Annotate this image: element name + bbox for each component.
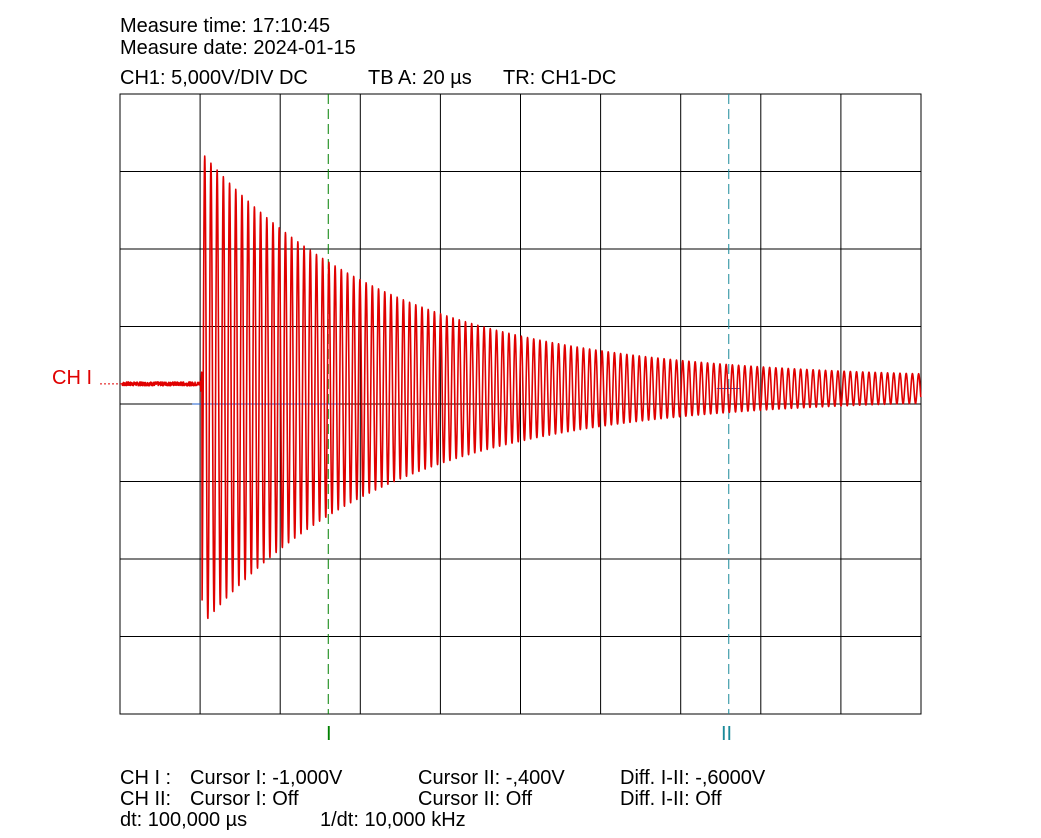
- readout-inv-dt: 1/dt: 10,000 kHz: [320, 809, 466, 831]
- waveform-trace-ch1: [121, 155, 922, 620]
- readout-ch1-label: CH I :: [120, 767, 172, 789]
- cursor-2-label: II: [721, 723, 733, 745]
- readout-ch1-cursor1: Cursor I: -1,000V: [190, 767, 343, 789]
- ch1-setting-label: CH1: 5,000V/DIV DC: [120, 67, 308, 89]
- trace-group: [100, 155, 922, 620]
- readout-ch2-cursor2: Cursor II: Off: [418, 788, 533, 810]
- measure-date-label: Measure date: 2024-01-15: [120, 37, 356, 59]
- readout-ch2-cursor1: Cursor I: Off: [190, 788, 299, 810]
- cursor-1-label: I: [326, 723, 332, 745]
- trigger-label: TR: CH1-DC: [503, 67, 617, 89]
- measure-time-label: Measure time: 17:10:45: [120, 15, 331, 37]
- readout-ch2-label: CH II:: [120, 788, 172, 810]
- readout-ch1-cursor2: Cursor II: -,400V: [418, 767, 565, 789]
- channel-marker-label: CH I: [52, 367, 92, 389]
- readout-ch1-diff: Diff. I-II: -,6000V: [620, 767, 766, 789]
- readout-ch2-diff: Diff. I-II: Off: [620, 788, 722, 810]
- timebase-label: TB A: 20 µs: [368, 67, 472, 89]
- readout-dt: dt: 100,000 µs: [120, 809, 248, 831]
